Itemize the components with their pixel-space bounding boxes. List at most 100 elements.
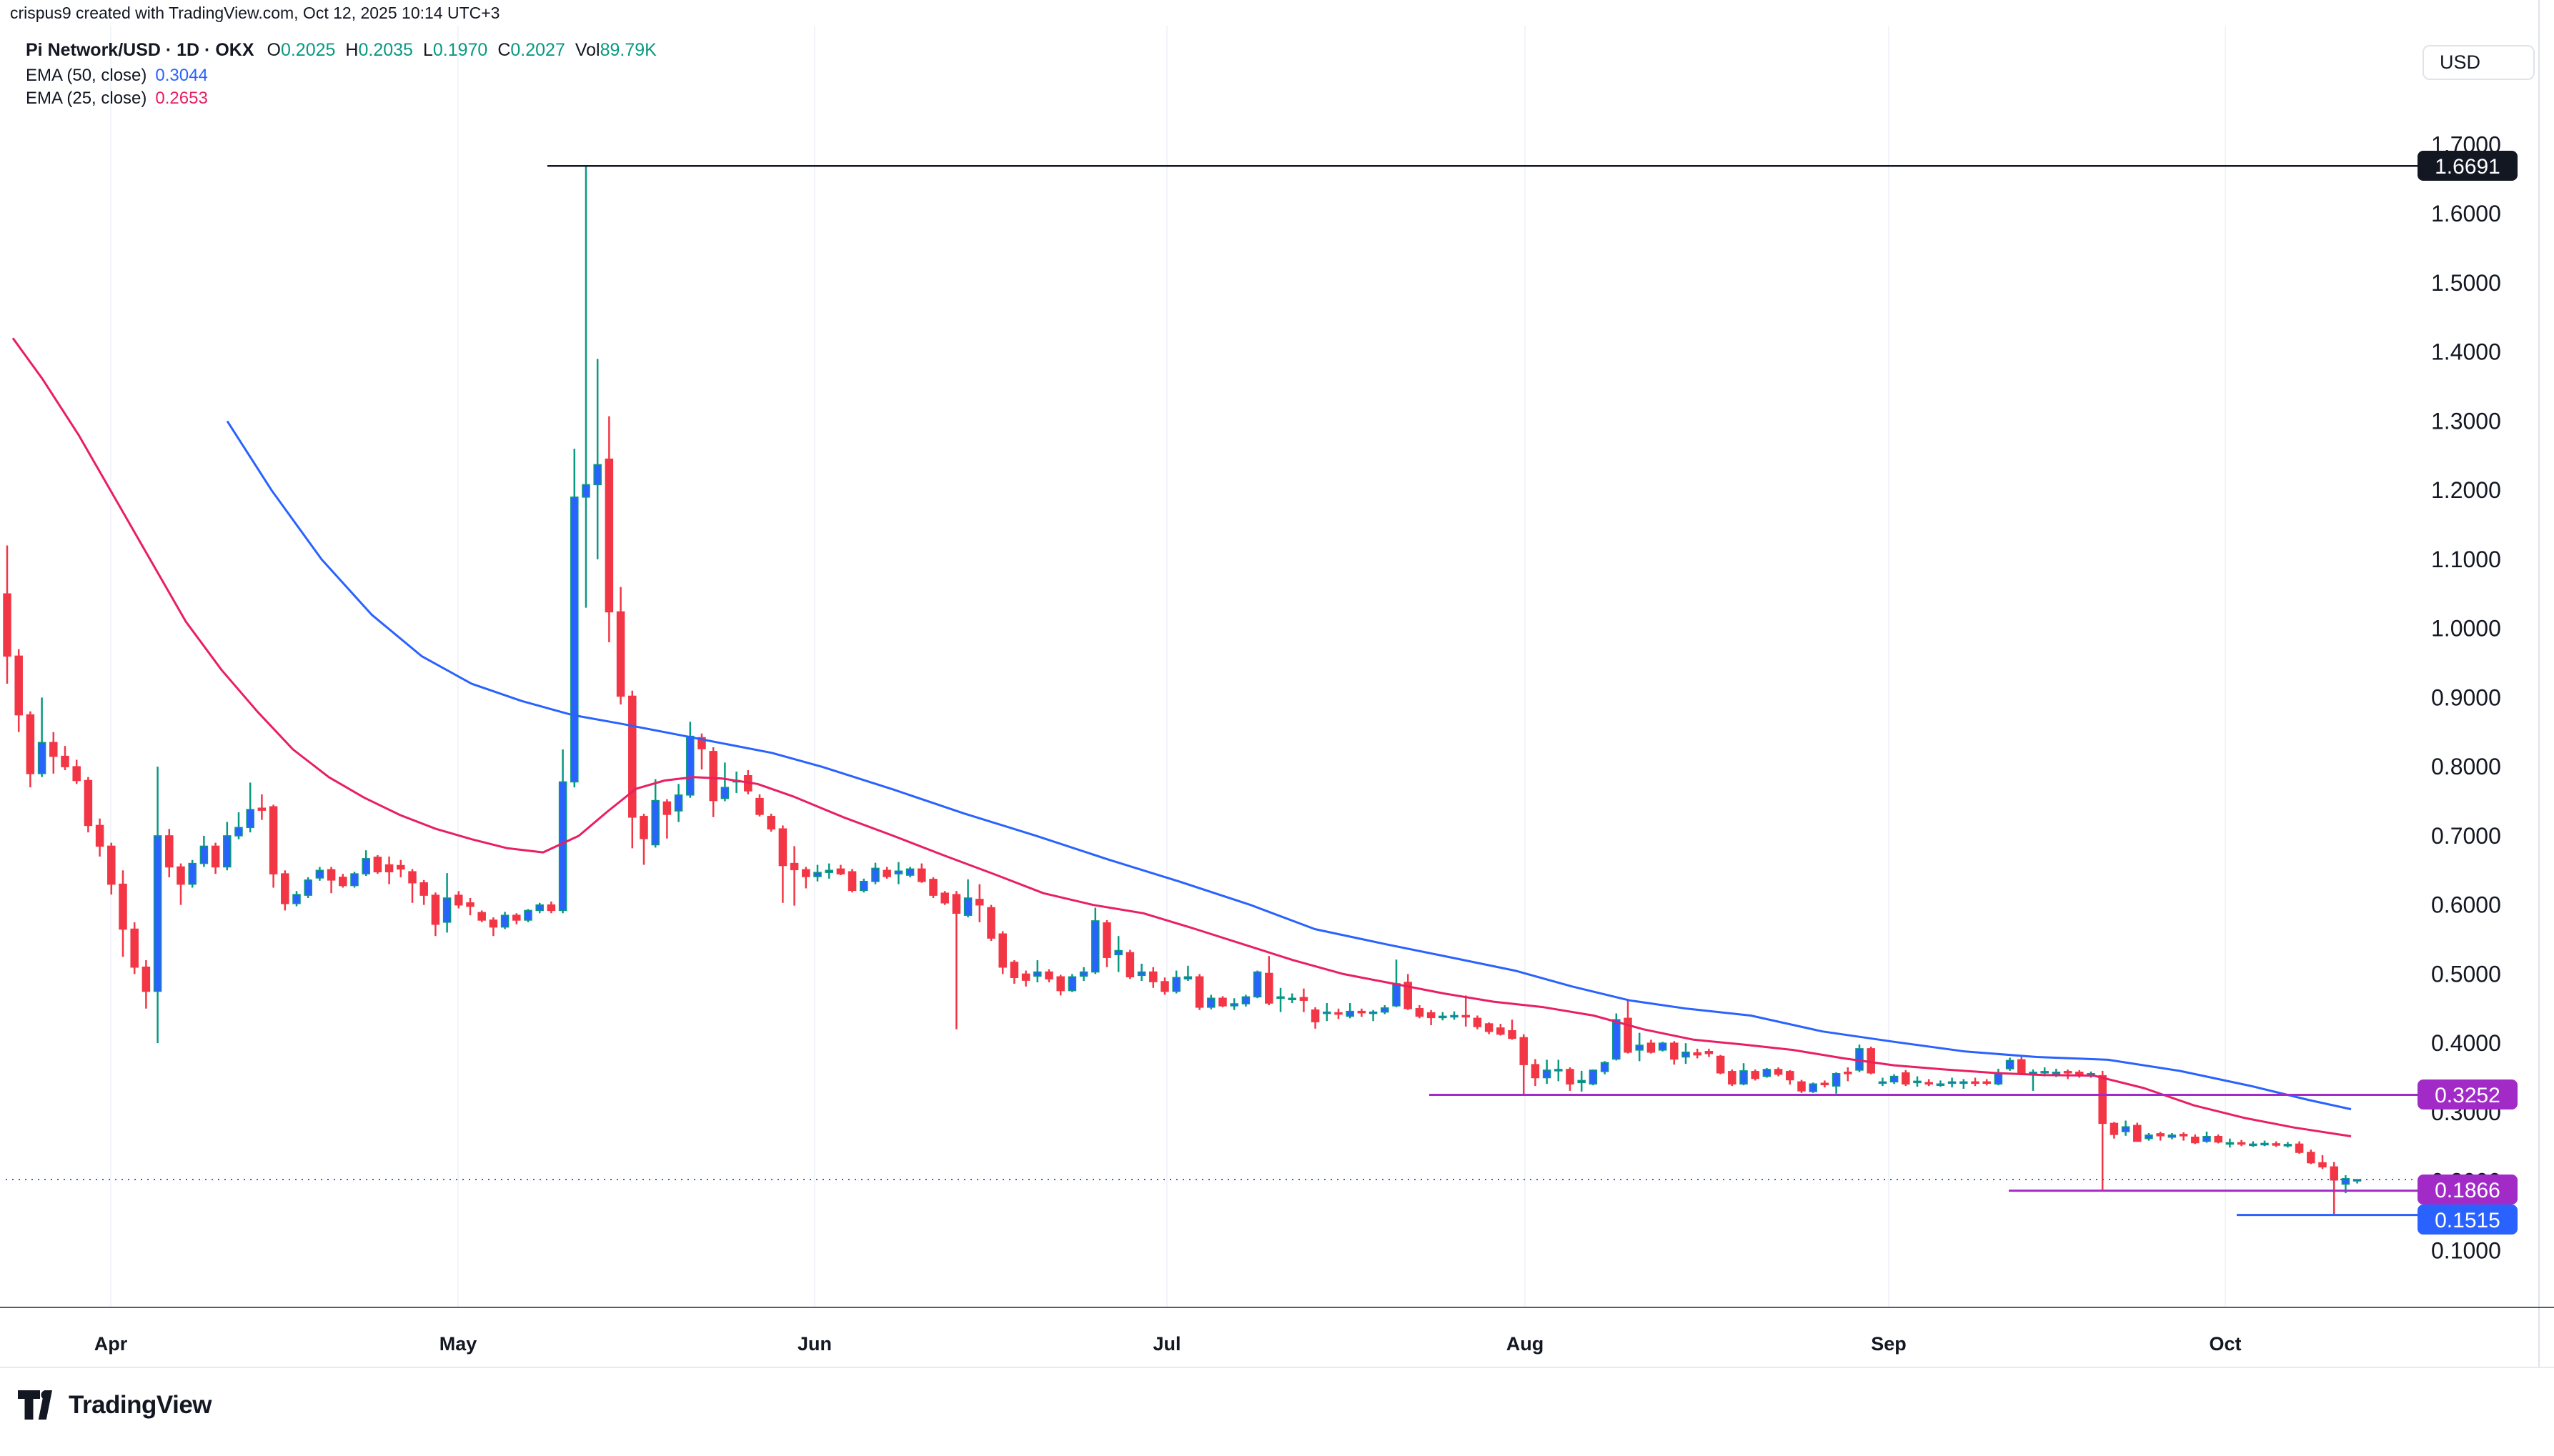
candle-body[interactable] <box>535 904 544 912</box>
candle-body[interactable] <box>616 611 625 697</box>
candle-body[interactable] <box>2237 1142 2246 1145</box>
candle-body[interactable] <box>1519 1037 1528 1065</box>
candle-body[interactable] <box>1589 1069 1598 1084</box>
candle-body[interactable] <box>199 845 209 864</box>
candle-body[interactable] <box>1716 1055 1725 1074</box>
candle-body[interactable] <box>72 766 81 782</box>
candle-body[interactable] <box>1439 1015 1447 1019</box>
candle-body[interactable] <box>339 877 347 887</box>
candle-body[interactable] <box>1403 982 1412 1009</box>
candle-body[interactable] <box>1913 1080 1922 1084</box>
candle-body[interactable] <box>269 806 278 874</box>
candle-body[interactable] <box>1844 1072 1852 1074</box>
tradingview-logo[interactable]: TradingView <box>18 1390 212 1420</box>
candle-body[interactable] <box>1693 1052 1701 1056</box>
candle-body[interactable] <box>1126 952 1135 978</box>
candle-body[interactable] <box>1392 983 1401 1007</box>
candle-body[interactable] <box>1114 949 1123 956</box>
candle-body[interactable] <box>130 928 139 968</box>
candle-body[interactable] <box>1265 972 1273 1004</box>
candle-body[interactable] <box>582 484 590 498</box>
price-axis-label[interactable]: 1.0000 <box>2431 616 2501 642</box>
candle-body[interactable] <box>1021 973 1030 981</box>
candle-body[interactable] <box>2272 1143 2280 1146</box>
candle-body[interactable] <box>1288 997 1296 1001</box>
candle-body[interactable] <box>1334 1012 1343 1015</box>
candle-body[interactable] <box>477 912 486 921</box>
candle-body[interactable] <box>651 799 660 846</box>
candle-body[interactable] <box>384 864 394 872</box>
candle-body[interactable] <box>2167 1135 2177 1138</box>
candle-body[interactable] <box>2063 1071 2072 1074</box>
candle-body[interactable] <box>1924 1082 1933 1085</box>
month-label[interactable]: Sep <box>1871 1333 1907 1355</box>
candle-body[interactable] <box>1033 971 1042 977</box>
candle-body[interactable] <box>2283 1144 2292 1147</box>
candle-body[interactable] <box>1820 1082 1829 1086</box>
candle-body[interactable] <box>49 742 58 757</box>
candle-body[interactable] <box>1183 976 1193 979</box>
candle-body[interactable] <box>1612 1019 1621 1060</box>
candle-body[interactable] <box>1670 1042 1679 1060</box>
candle-body[interactable] <box>929 879 938 896</box>
candle-body[interactable] <box>1646 1042 1656 1053</box>
candle-body[interactable] <box>1311 1009 1320 1022</box>
candle-body[interactable] <box>1658 1042 1667 1051</box>
candle-body[interactable] <box>570 497 579 783</box>
candle-body[interactable] <box>431 894 440 925</box>
candle-body[interactable] <box>292 894 301 904</box>
candle-body[interactable] <box>1484 1023 1494 1032</box>
candle-body[interactable] <box>2145 1135 2153 1140</box>
x-axis-border[interactable] <box>0 1307 2554 1308</box>
candle-body[interactable] <box>1531 1064 1540 1079</box>
candle-body[interactable] <box>2098 1074 2107 1125</box>
price-axis-label[interactable]: 1.1000 <box>2431 547 2501 572</box>
candle-body[interactable] <box>998 933 1007 968</box>
candle-body[interactable] <box>952 894 961 914</box>
candle-body[interactable] <box>697 737 706 749</box>
candle-body[interactable] <box>3 593 11 657</box>
candle-body[interactable] <box>1381 1007 1389 1013</box>
candle-body[interactable] <box>1068 976 1077 992</box>
month-label[interactable]: Aug <box>1506 1333 1544 1355</box>
candle-body[interactable] <box>512 914 521 921</box>
candle-body[interactable] <box>686 735 695 796</box>
candle-body[interactable] <box>373 857 382 872</box>
candle-body[interactable] <box>2260 1142 2269 1146</box>
candle-body[interactable] <box>2121 1126 2130 1132</box>
candle-body[interactable] <box>767 816 775 829</box>
candle-body[interactable] <box>1241 996 1251 1004</box>
price-axis-label[interactable]: 0.1000 <box>2431 1237 2501 1263</box>
price-axis-label[interactable]: 0.9000 <box>2431 684 2501 710</box>
candle-body[interactable] <box>1878 1081 1887 1084</box>
candle-body[interactable] <box>1936 1083 1945 1086</box>
price-axis-label[interactable]: 0.6000 <box>2431 892 2501 918</box>
candle-body[interactable] <box>813 872 822 877</box>
candle-body[interactable] <box>2295 1143 2304 1153</box>
candle-body[interactable] <box>963 897 973 916</box>
price-axis-label[interactable]: 1.4000 <box>2431 339 2501 365</box>
candle-body[interactable] <box>2133 1125 2142 1142</box>
candle-body[interactable] <box>1426 1012 1436 1019</box>
candle-body[interactable] <box>918 868 926 882</box>
candle-body[interactable] <box>1809 1083 1817 1092</box>
candle-body[interactable] <box>755 797 764 815</box>
candle-body[interactable] <box>905 868 915 876</box>
candle-body[interactable] <box>1079 971 1088 977</box>
candle-body[interactable] <box>709 751 717 802</box>
candle-body[interactable] <box>1774 1069 1783 1075</box>
month-label[interactable]: Apr <box>94 1333 128 1355</box>
month-label[interactable]: Jul <box>1153 1333 1181 1355</box>
price-axis-label[interactable]: 1.5000 <box>2431 270 2501 296</box>
candle-body[interactable] <box>442 897 452 923</box>
candle-body[interactable] <box>1704 1051 1714 1054</box>
candle-body[interactable] <box>2307 1152 2315 1164</box>
candle-body[interactable] <box>662 801 672 815</box>
candle-body[interactable] <box>14 655 23 716</box>
candle-body[interactable] <box>141 966 151 992</box>
candle-body[interactable] <box>188 862 197 885</box>
candle-body[interactable] <box>1762 1069 1772 1077</box>
candle-body[interactable] <box>628 695 637 818</box>
candle-body[interactable] <box>2341 1178 2350 1185</box>
candle-body[interactable] <box>304 879 312 896</box>
